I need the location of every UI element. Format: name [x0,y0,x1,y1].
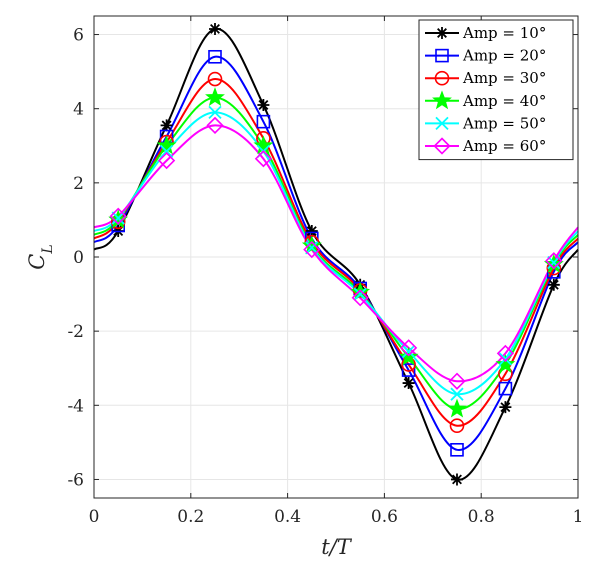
x-tick-label: 1 [573,507,584,527]
series-6-marker [109,207,127,225]
series-5-marker [450,387,464,401]
series-4-marker [301,235,322,255]
series-1-marker [402,377,415,390]
series-6-marker [351,289,369,307]
legend: Amp = 10° Amp = 20° Amp = 30° Amp = 40° Amp … [418,19,574,161]
series-2-marker [401,363,416,377]
series-5-marker [547,255,561,270]
y-tick-label: 4 [73,100,84,120]
x-tick-label: 0 [89,507,100,527]
legend-item-3-marker [434,70,450,86]
series-5-marker [208,105,222,120]
y-tick-label: 6 [73,26,84,46]
legend-item-6-label: Amp = 60° [462,137,546,155]
series-6-marker [206,116,224,135]
series-group [93,22,579,486]
series-1-marker [451,473,463,486]
series-2-marker [256,114,271,129]
legend-box [418,19,574,161]
series-4-marker [447,398,467,418]
series-3-marker [449,418,465,434]
series-4-marker [253,135,274,155]
x-tick-label: 0.6 [371,507,398,527]
series-6-marker [157,151,176,170]
series-6-marker [448,372,466,390]
series-2-marker [208,49,222,64]
series-1-marker [547,278,560,291]
legend-item-5-marker [435,116,449,131]
y-axis-label: CL [25,244,56,269]
legend-item-3-label: Amp = 30° [462,69,546,87]
series-2-marker [498,381,513,396]
legend-item-3: Amp = 30° [425,69,546,87]
legend-item-4-marker [432,90,452,110]
series-6-marker [399,339,418,357]
series-6-marker [303,240,321,259]
legend-item-6-marker [433,137,451,155]
axis-ticks: 0 0.2 0.4 0.6 0.8 1 -6 -4 -2 0 2 4 6 [67,16,583,527]
x-axis-label: t/T [321,535,353,559]
series-5-marker [305,241,319,255]
series-1-marker [305,225,318,238]
series-6-marker [545,252,563,270]
legend-item-1-marker [436,27,448,39]
x-tick-label: 0.2 [177,507,204,527]
y-tick-label: -6 [67,470,84,490]
legend-item-6: Amp = 60° [425,137,546,155]
series-4-marker [495,354,516,373]
y-tick-label: 0 [73,248,84,268]
legend-item-2-marker [435,48,449,63]
legend-item-5: Amp = 50° [425,114,546,132]
x-tick-label: 0.4 [274,507,301,527]
series-5-marker [111,211,125,225]
series-4-marker [205,87,225,106]
series-1-marker [257,98,270,111]
series-3-marker [207,71,223,87]
series-6-marker [496,344,515,363]
series-1-marker [499,401,512,414]
series-5-marker [353,287,367,301]
legend-item-2-label: Amp = 20° [462,47,546,65]
series-1-marker [160,119,173,132]
series-5-marker [498,352,513,366]
series-5-marker [159,144,174,158]
y-tick-label: 2 [73,174,84,194]
series-6-line [93,124,579,383]
y-tick-label: -2 [67,322,84,342]
series-4-marker [156,135,177,155]
series-2-marker [450,442,464,457]
legend-item-1-label: Amp = 10° [462,24,546,42]
series-6-marker [254,150,273,168]
y-tick-label: -4 [67,396,84,416]
x-tick-label: 0.8 [468,507,495,527]
legend-item-4-label: Amp = 40° [462,92,546,110]
legend-item-2: Amp = 20° [425,47,546,65]
series-1-marker [209,22,221,35]
legend-item-1: Amp = 10° [425,24,546,42]
legend-item-5-label: Amp = 50° [462,114,546,132]
legend-item-4: Amp = 40° [425,90,546,110]
series-5-marker [401,344,416,359]
